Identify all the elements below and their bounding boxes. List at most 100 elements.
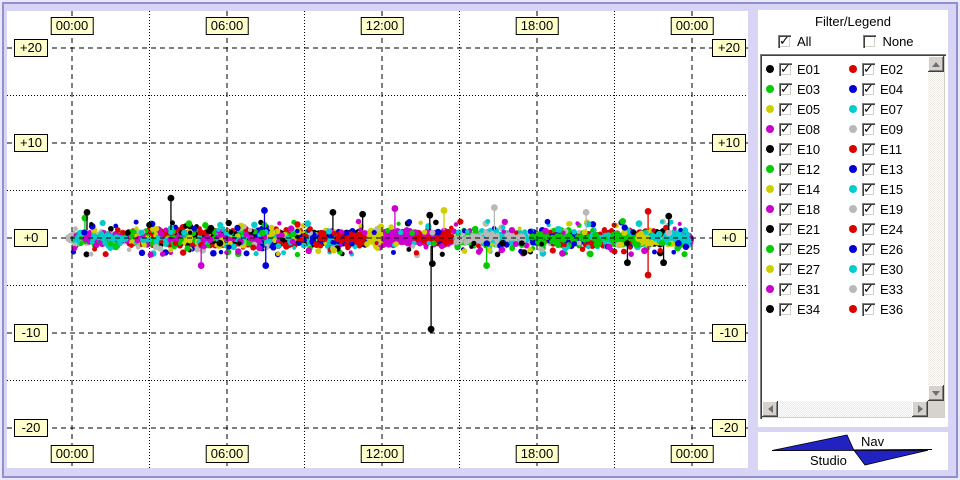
vertical-scrollbar[interactable]: [928, 56, 944, 401]
entry-label: E27: [797, 261, 821, 277]
scroll-down-button[interactable]: [928, 385, 944, 401]
color-dot-icon: [766, 125, 774, 133]
legend-entry-E26: ✓ E26: [845, 240, 928, 257]
entry-label: E21: [797, 221, 821, 237]
checkmark-icon: ✓: [780, 100, 791, 116]
horizontal-scrollbar[interactable]: [762, 401, 928, 417]
entry-label: E02: [880, 61, 904, 77]
checkmark-icon: ✓: [863, 260, 874, 276]
logo-top-triangle-icon: [771, 434, 855, 451]
up-arrow-icon: [932, 61, 940, 67]
scroll-right-button[interactable]: [912, 401, 928, 417]
entry-checkbox-E18[interactable]: ✓: [779, 201, 792, 216]
entry-checkbox-E36[interactable]: ✓: [862, 301, 875, 316]
entry-checkbox-E14[interactable]: ✓: [779, 181, 792, 196]
scroll-up-button[interactable]: [928, 56, 944, 72]
entry-checkbox-E08[interactable]: ✓: [779, 121, 792, 136]
entry-checkbox-E15[interactable]: ✓: [862, 181, 875, 196]
legend-entry-E33: ✓ E33: [845, 280, 928, 297]
entry-checkbox-E31[interactable]: ✓: [779, 281, 792, 296]
entry-checkbox-E33[interactable]: ✓: [862, 280, 875, 296]
legend-entry-E12: ✓ E12: [762, 161, 845, 177]
x-tick-label-top-3: 18:00: [515, 17, 559, 35]
y-tick-label-left-2: +0: [14, 229, 48, 247]
entry-label: E13: [880, 161, 904, 177]
scroll-left-button[interactable]: [762, 401, 778, 417]
color-dot-icon: [849, 65, 857, 73]
y-tick-label-right-3: -10: [712, 324, 746, 342]
entry-checkbox-E05[interactable]: ✓: [779, 100, 792, 116]
none-checkbox[interactable]: ✓: [863, 35, 877, 48]
entry-checkbox-E34[interactable]: ✓: [779, 301, 792, 316]
entry-checkbox-E03[interactable]: ✓: [779, 80, 792, 96]
entry-checkbox-E19[interactable]: ✓: [862, 201, 875, 216]
entry-label: E04: [880, 81, 904, 97]
color-dot-icon: [766, 165, 774, 173]
entry-checkbox-E25[interactable]: ✓: [779, 241, 792, 256]
color-dot-icon: [849, 285, 857, 293]
y-tick-label-right-1: +10: [712, 134, 746, 152]
legend-entry-E24: ✓ E24: [845, 220, 928, 237]
legend-list: ✓ E01 ✓ E02 ✓ E03 ✓ E04 ✓ E05 ✓ E07 ✓ E08 ✓ E09 ✓ E10 ✓ E11…: [760, 54, 946, 419]
checkmark-icon: ✓: [780, 60, 791, 76]
logo-bottom-triangle-icon: [853, 449, 929, 466]
entry-checkbox-E09[interactable]: ✓: [862, 121, 875, 136]
x-tick-label-top-0: 00:00: [50, 17, 94, 35]
x-tick-label-bottom-1: 06:00: [205, 445, 249, 463]
entry-checkbox-E02[interactable]: ✓: [862, 61, 875, 76]
color-dot-icon: [766, 245, 774, 253]
left-arrow-icon: [767, 405, 773, 413]
color-dot-icon: [766, 145, 774, 153]
y-tick-label-right-4: -20: [712, 419, 746, 437]
x-tick-label-top-2: 12:00: [360, 17, 404, 35]
checkmark-icon: ✓: [863, 280, 874, 296]
all-filter[interactable]: ✓ All: [778, 33, 811, 49]
entry-checkbox-E10[interactable]: ✓: [779, 141, 792, 156]
entry-label: E19: [880, 201, 904, 217]
entry-checkbox-E04[interactable]: ✓: [862, 81, 875, 96]
legend-entry-E15: ✓ E15: [845, 181, 928, 197]
entry-checkbox-E12[interactable]: ✓: [779, 161, 792, 176]
y-tick-label-left-1: +10: [14, 134, 48, 152]
legend-entry-E02: ✓ E02: [845, 61, 928, 77]
x-tick-label-top-4: 00:00: [670, 17, 714, 35]
entry-checkbox-E21[interactable]: ✓: [779, 221, 792, 236]
entry-label: E10: [797, 141, 821, 157]
legend-entry-E05: ✓ E05: [762, 100, 845, 117]
checkmark-icon: ✓: [779, 33, 790, 48]
color-dot-icon: [766, 85, 774, 93]
entry-label: E30: [880, 261, 904, 277]
entry-label: E01: [797, 61, 821, 77]
legend-entry-E09: ✓ E09: [845, 121, 928, 137]
x-tick-label-bottom-4: 00:00: [670, 445, 714, 463]
entry-checkbox-E07[interactable]: ✓: [862, 101, 875, 116]
legend-entry-E13: ✓ E13: [845, 161, 928, 177]
color-dot-icon: [849, 145, 857, 153]
legend-entry-E04: ✓ E04: [845, 81, 928, 97]
entry-label: E11: [880, 141, 903, 157]
none-filter[interactable]: ✓ None: [863, 34, 914, 49]
color-dot-icon: [766, 65, 774, 73]
entry-checkbox-E11[interactable]: ✓: [862, 140, 875, 156]
chart-panel: 00:00 00:00 06:00 06:00 12:00 12:00 18:00 18:00…: [7, 11, 748, 468]
checkmark-icon: ✓: [780, 80, 791, 96]
entry-checkbox-E24[interactable]: ✓: [862, 220, 875, 236]
color-dot-icon: [849, 185, 857, 193]
entry-checkbox-E30[interactable]: ✓: [862, 260, 875, 276]
checkmark-icon: ✓: [863, 220, 874, 236]
checkmark-icon: ✓: [863, 140, 874, 156]
all-checkbox[interactable]: ✓: [778, 33, 791, 48]
y-tick-label-left-3: -10: [14, 324, 48, 342]
entry-checkbox-E26[interactable]: ✓: [862, 240, 875, 256]
checkmark-icon: ✓: [863, 240, 874, 256]
legend-entry-E08: ✓ E08: [762, 121, 845, 137]
entry-label: E33: [880, 281, 904, 297]
legend-entry-E18: ✓ E18: [762, 201, 845, 217]
entry-checkbox-E01[interactable]: ✓: [779, 60, 792, 76]
entry-label: E34: [797, 301, 821, 317]
logo-nav-text: Nav: [861, 434, 885, 449]
entry-label: E12: [797, 161, 821, 177]
entry-checkbox-E13[interactable]: ✓: [862, 161, 875, 176]
entry-checkbox-E27[interactable]: ✓: [779, 261, 792, 276]
